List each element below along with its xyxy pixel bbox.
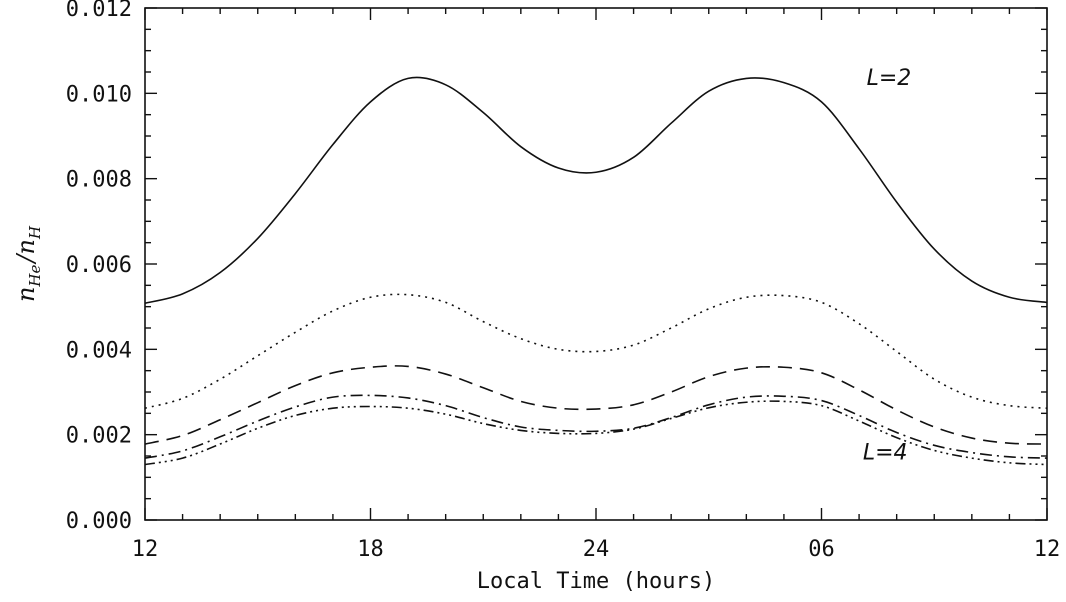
y-tick-label: 0.010: [66, 82, 132, 107]
y-tick-label: 0.002: [66, 424, 132, 449]
x-tick-label: 12: [132, 537, 159, 562]
x-tick-label: 24: [583, 537, 610, 562]
y-axis-title-numerator: n: [12, 287, 40, 302]
x-tick-label: 12: [1034, 537, 1061, 562]
y-axis-title-numerator-sub: He: [26, 264, 44, 287]
tick-labels: 12 18 24 06 120.0000.0020.0040.0060.0080.010…: [66, 0, 1060, 562]
y-axis-title-slash: /: [12, 252, 40, 265]
y-axis-title: nHe/nH: [12, 225, 44, 302]
series-lines: [144, 76, 1048, 466]
x-tick-label: 18: [357, 537, 384, 562]
y-tick-label: 0.004: [66, 338, 132, 363]
x-tick-label: 06: [808, 537, 835, 562]
plot-frame: [144, 7, 1048, 521]
series-line-2-dotted: [144, 293, 1048, 410]
y-axis-title-denominator: n: [12, 239, 40, 254]
y-tick-label: 0.000: [66, 509, 132, 534]
axis-ticks: [144, 7, 1048, 521]
y-axis-title-denominator-sub: H: [26, 225, 44, 240]
y-tick-label: 0.012: [66, 0, 132, 22]
series-line-1-solid: [144, 76, 1048, 305]
annotation-label-1: L=2: [867, 66, 912, 91]
x-axis-title: Local Time (hours): [477, 569, 715, 594]
y-tick-label: 0.006: [66, 253, 132, 278]
annotation-label-2: L=4: [863, 440, 908, 465]
annotations: L=2 L=4: [863, 66, 911, 466]
series-line-3-dashed: [144, 365, 1048, 445]
series-line-4-dashdot: [144, 394, 1048, 459]
y-tick-label: 0.008: [66, 168, 132, 193]
series-line-5-dash3dot: [144, 400, 1048, 466]
svg-text:nHe/nH: nHe/nH: [12, 225, 44, 302]
